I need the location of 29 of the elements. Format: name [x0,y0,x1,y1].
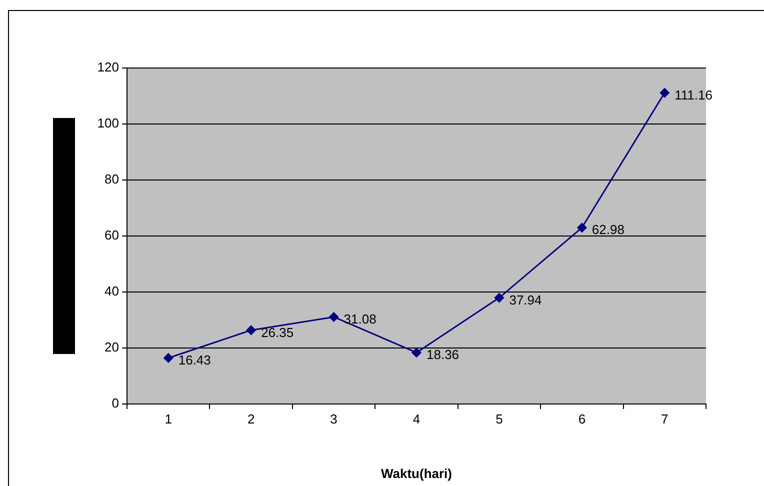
point [412,348,422,358]
x-tick-label: 4 [412,411,420,426]
x-tick-label: 5 [496,411,503,426]
point [494,293,504,303]
y-tick-label: 120 [97,60,119,75]
x-tick-label: 3 [330,411,338,426]
point [246,325,256,335]
y-tick-label: 80 [104,172,119,187]
x-tick-label: 6 [578,411,586,426]
point [329,312,339,322]
data-label: 18.36 [426,347,460,362]
y-tick-label: 40 [104,284,119,299]
data-label: 37.94 [509,292,542,308]
y-tick-label: 100 [97,116,119,131]
data-label: 111.16 [674,87,712,102]
data-label: 16.43 [178,352,211,368]
point [660,88,670,98]
x-axis-title: Waktu(hari) [380,466,452,481]
y-tick-label: 0 [112,396,119,411]
y-tick-label: 20 [104,340,119,355]
point [164,353,174,363]
y-tick-label: 60 [104,228,119,243]
x-tick-label: 2 [247,411,255,426]
data-label: 26.35 [261,324,294,340]
x-tick-label: 7 [661,411,668,426]
data-label: 31.08 [344,312,376,327]
point [577,222,587,232]
x-tick-label: 1 [164,411,172,426]
data-label: 62.98 [592,222,624,238]
